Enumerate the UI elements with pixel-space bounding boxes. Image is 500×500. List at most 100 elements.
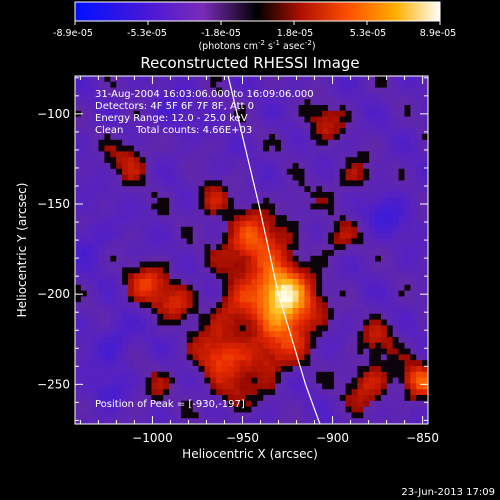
heatmap-cell	[198, 412, 206, 419]
heatmap-cell	[392, 203, 400, 210]
heatmap-cell	[157, 313, 164, 321]
heatmap-cell	[227, 406, 235, 413]
y-tick-label: −100	[37, 107, 70, 121]
heatmap-cell	[375, 226, 382, 234]
heatmap-cell	[80, 296, 88, 303]
heatmap-cell	[204, 81, 211, 89]
heatmap-cell	[204, 134, 211, 141]
heatmap-cell	[163, 87, 170, 94]
heatmap-cell	[192, 145, 200, 152]
heatmap-cell	[133, 418, 141, 424]
heatmap-cell	[345, 325, 353, 332]
heatmap-cell	[345, 174, 353, 181]
heatmap-cell	[239, 232, 247, 239]
heatmap-cell	[180, 122, 188, 129]
heatmap-cell	[251, 221, 258, 228]
heatmap-cell	[122, 342, 129, 350]
heatmap-cell	[175, 406, 182, 413]
heatmap-cell	[392, 226, 400, 234]
heatmap-cell	[204, 238, 211, 245]
heatmap-cell	[351, 81, 358, 89]
heatmap-cell	[92, 81, 100, 89]
heatmap-cell	[416, 284, 423, 292]
heatmap-cell	[392, 261, 400, 268]
heatmap-cell	[80, 134, 88, 141]
colorbar-tick-label: -5.3e-05	[127, 28, 167, 39]
heatmap-cell	[163, 151, 170, 158]
heatmap-cell	[316, 395, 323, 402]
heatmap-cell	[227, 221, 235, 228]
heatmap-cell	[210, 325, 217, 332]
heatmap-cell	[239, 360, 247, 367]
heatmap-cell	[298, 290, 306, 297]
heatmap-cell	[169, 76, 176, 83]
heatmap-cell	[322, 296, 329, 303]
heatmap-cell	[363, 81, 370, 89]
heatmap-cell	[345, 180, 353, 187]
heatmap-cell	[404, 319, 411, 326]
heatmap-cell	[316, 105, 323, 112]
heatmap-cell	[216, 168, 223, 176]
heatmap-cell	[122, 192, 129, 199]
heatmap-cell	[375, 128, 382, 135]
heatmap-cell	[233, 174, 241, 181]
heatmap-cell	[286, 157, 294, 164]
heatmap-cell	[227, 134, 235, 141]
heatmap-cell	[216, 209, 223, 216]
heatmap-cell	[169, 180, 176, 187]
heatmap-cell	[404, 238, 411, 245]
heatmap-cell	[263, 93, 270, 100]
heatmap-cell	[380, 337, 388, 344]
heatmap-cell	[339, 284, 347, 292]
heatmap-cell	[133, 139, 141, 147]
heatmap-cell	[251, 81, 258, 89]
heatmap-cell	[186, 192, 194, 199]
heatmap-cell	[327, 151, 335, 158]
heatmap-cell	[216, 157, 223, 164]
heatmap-cell	[80, 325, 88, 332]
heatmap-cell	[163, 226, 170, 234]
heatmap-cell	[210, 221, 217, 228]
heatmap-cell	[375, 151, 382, 158]
heatmap-cell	[386, 134, 394, 141]
heatmap-cell	[375, 366, 382, 373]
heatmap-cell	[292, 186, 300, 193]
heatmap-cell	[175, 105, 182, 112]
heatmap-cell	[263, 366, 270, 373]
heatmap-cell	[151, 331, 158, 338]
heatmap-cell	[110, 418, 117, 424]
heatmap-cell	[298, 261, 306, 268]
heatmap-cell	[357, 325, 364, 332]
heatmap-cell	[345, 128, 353, 135]
heatmap-cell	[292, 197, 300, 205]
heatmap-cell	[175, 290, 182, 297]
heatmap-cell	[322, 418, 329, 424]
heatmap-cell	[80, 319, 88, 326]
heatmap-cell	[233, 186, 241, 193]
heatmap-cell	[216, 174, 223, 181]
heatmap-cell	[339, 255, 347, 263]
heatmap-cell	[245, 273, 253, 280]
heatmap-cell	[151, 366, 158, 373]
heatmap-cell	[333, 76, 341, 83]
heatmap-cell	[369, 342, 376, 350]
heatmap-cell	[139, 197, 147, 205]
heatmap-cell	[392, 267, 400, 274]
heatmap-cell	[404, 331, 411, 338]
heatmap-cell	[363, 360, 370, 367]
heatmap-cell	[198, 174, 206, 181]
footer-date: 23-Jun-2013 17:09	[401, 487, 495, 498]
heatmap-cell	[186, 134, 194, 141]
heatmap-cell	[175, 197, 182, 205]
heatmap-cell	[227, 116, 235, 123]
heatmap-cell	[269, 383, 276, 390]
heatmap-cell	[245, 308, 253, 315]
heatmap-cell	[369, 151, 376, 158]
heatmap-cell	[398, 313, 406, 321]
heatmap-cell	[275, 366, 282, 373]
heatmap-cell	[210, 180, 217, 187]
heatmap-cell	[80, 87, 88, 94]
heatmap-cell	[104, 81, 111, 89]
heatmap-cell	[357, 261, 364, 268]
heatmap-cell	[375, 296, 382, 303]
